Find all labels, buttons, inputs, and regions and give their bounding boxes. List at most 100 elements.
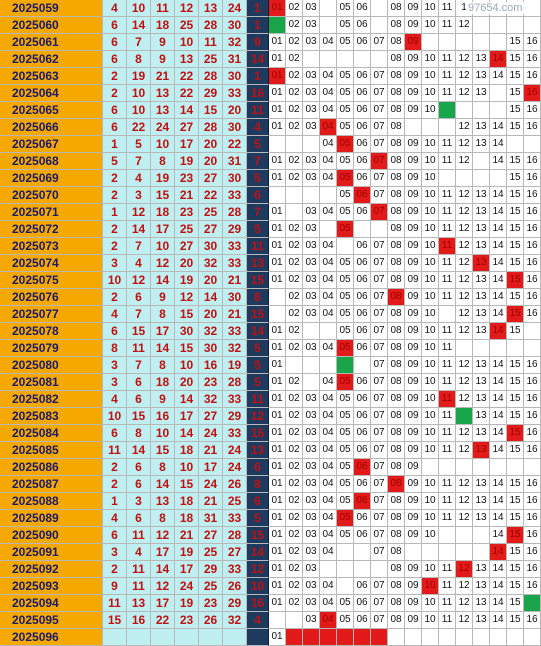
- red-ball-number: 6: [103, 17, 127, 34]
- trend-cell: [456, 459, 473, 476]
- trend-cell: [524, 459, 541, 476]
- trend-cell-repeat: [269, 17, 286, 34]
- red-ball-number: 2: [103, 187, 127, 204]
- trend-cell: 13: [473, 238, 490, 255]
- issue-number: 2025061: [0, 34, 103, 51]
- trend-cell: 05: [337, 85, 354, 102]
- trend-cell: 12: [456, 51, 473, 68]
- trend-cell: 16: [524, 255, 541, 272]
- issue-number: 2025077: [0, 306, 103, 323]
- trend-cell: 01: [269, 85, 286, 102]
- trend-cell-hit: 13: [473, 442, 490, 459]
- red-ball-number: 14: [151, 561, 175, 578]
- red-ball-number: 31: [223, 153, 247, 170]
- trend-cell: [337, 561, 354, 578]
- issue-number: 2025095: [0, 612, 103, 629]
- trend-cell: 13: [473, 323, 490, 340]
- trend-cell: 09: [405, 612, 422, 629]
- trend-cell: 02: [286, 442, 303, 459]
- trend-cell: 03: [303, 289, 320, 306]
- table-row: 2025063 2 19 21 22 28 30 1 01 02 03 04 05 06 07 08 09 10 1…: [0, 68, 541, 85]
- red-ball-number: 12: [175, 289, 199, 306]
- red-ball-number: 23: [175, 204, 199, 221]
- blue-ball-number: 1: [247, 17, 269, 34]
- trend-cell: 11: [439, 85, 456, 102]
- trend-cell: 12: [456, 612, 473, 629]
- trend-cell: 15: [507, 255, 524, 272]
- table-row: 2025074 3 4 12 20 32 33 13 01 02 03 04 05 06 07 08 09 10 1…: [0, 255, 541, 272]
- trend-cell: 10: [422, 272, 439, 289]
- trend-cell: 11: [439, 187, 456, 204]
- red-ball-number: 12: [175, 0, 199, 17]
- trend-cell: 08: [388, 527, 405, 544]
- red-ball-number: 11: [127, 527, 151, 544]
- red-ball-number: 2: [103, 459, 127, 476]
- blue-ball-number: 15: [247, 425, 269, 442]
- trend-cell: 02: [286, 85, 303, 102]
- trend-cell: 03: [303, 459, 320, 476]
- red-ball-number: 15: [175, 306, 199, 323]
- trend-cell-hit: 05: [337, 374, 354, 391]
- red-ball-number: 32: [199, 323, 223, 340]
- red-ball-number: 27: [199, 527, 223, 544]
- trend-cell: 10: [422, 561, 439, 578]
- trend-cell: 02: [286, 272, 303, 289]
- trend-cell: 07: [371, 374, 388, 391]
- blue-ball-number: 1: [247, 68, 269, 85]
- red-ball-number: 23: [175, 612, 199, 629]
- trend-cell: 02: [286, 119, 303, 136]
- blue-ball-number: 5: [247, 136, 269, 153]
- red-ball-number: 24: [151, 119, 175, 136]
- trend-cell: 14: [490, 595, 507, 612]
- red-ball-number: 27: [175, 238, 199, 255]
- trend-cell: [422, 629, 439, 646]
- red-ball-number: 21: [151, 68, 175, 85]
- red-ball-number: 8: [151, 459, 175, 476]
- blue-ball-number: 9: [247, 34, 269, 51]
- table-row: 2025077 4 7 8 15 20 21 15 02 03 04 05 06 07 08 09 10 12 13…: [0, 306, 541, 323]
- red-ball-number: 3: [103, 357, 127, 374]
- red-ball-number: 8: [103, 340, 127, 357]
- trend-cell: 09: [405, 255, 422, 272]
- trend-cell: 03: [303, 527, 320, 544]
- trend-cell: [354, 561, 371, 578]
- trend-cell: 10: [422, 357, 439, 374]
- red-ball-number: 2: [103, 561, 127, 578]
- red-ball-number: 31: [199, 510, 223, 527]
- trend-cell: 07: [371, 493, 388, 510]
- trend-cell-hit: 06: [354, 493, 371, 510]
- red-ball-number: 29: [199, 561, 223, 578]
- trend-cell: 13: [473, 51, 490, 68]
- trend-cell: [524, 136, 541, 153]
- red-ball-number: 32: [223, 612, 247, 629]
- trend-cell: 03: [303, 442, 320, 459]
- trend-cell: 13: [473, 289, 490, 306]
- trend-cell: 09: [405, 170, 422, 187]
- trend-cell-hit: 05: [337, 221, 354, 238]
- red-ball-number: 27: [175, 119, 199, 136]
- red-ball-number: 10: [127, 0, 151, 17]
- trend-cell: 04: [320, 68, 337, 85]
- red-ball-number: 6: [127, 374, 151, 391]
- table-row: 2025078 6 15 17 30 32 33 14 01 02 05 06 07 08 09 10 11 12…: [0, 323, 541, 340]
- trend-cell: 13: [473, 510, 490, 527]
- trend-cell: 03: [303, 17, 320, 34]
- red-ball-number: 27: [223, 544, 247, 561]
- trend-cell: 14: [490, 306, 507, 323]
- trend-cell-hit: 08: [388, 476, 405, 493]
- trend-cell: 16: [524, 170, 541, 187]
- trend-cell: 09: [405, 306, 422, 323]
- trend-cell: 08: [388, 340, 405, 357]
- trend-cell: 10: [422, 0, 439, 17]
- red-ball-number: 30: [223, 289, 247, 306]
- trend-cell: 15: [507, 68, 524, 85]
- trend-cell: 13: [473, 119, 490, 136]
- red-ball-number: 1: [103, 136, 127, 153]
- issue-number: 2025064: [0, 85, 103, 102]
- trend-cell: 03: [303, 0, 320, 17]
- blue-ball-number: 8: [247, 476, 269, 493]
- blue-ball-number: 12: [247, 408, 269, 425]
- trend-cell: 08: [388, 153, 405, 170]
- issue-number: 2025072: [0, 221, 103, 238]
- red-ball-number: 26: [223, 476, 247, 493]
